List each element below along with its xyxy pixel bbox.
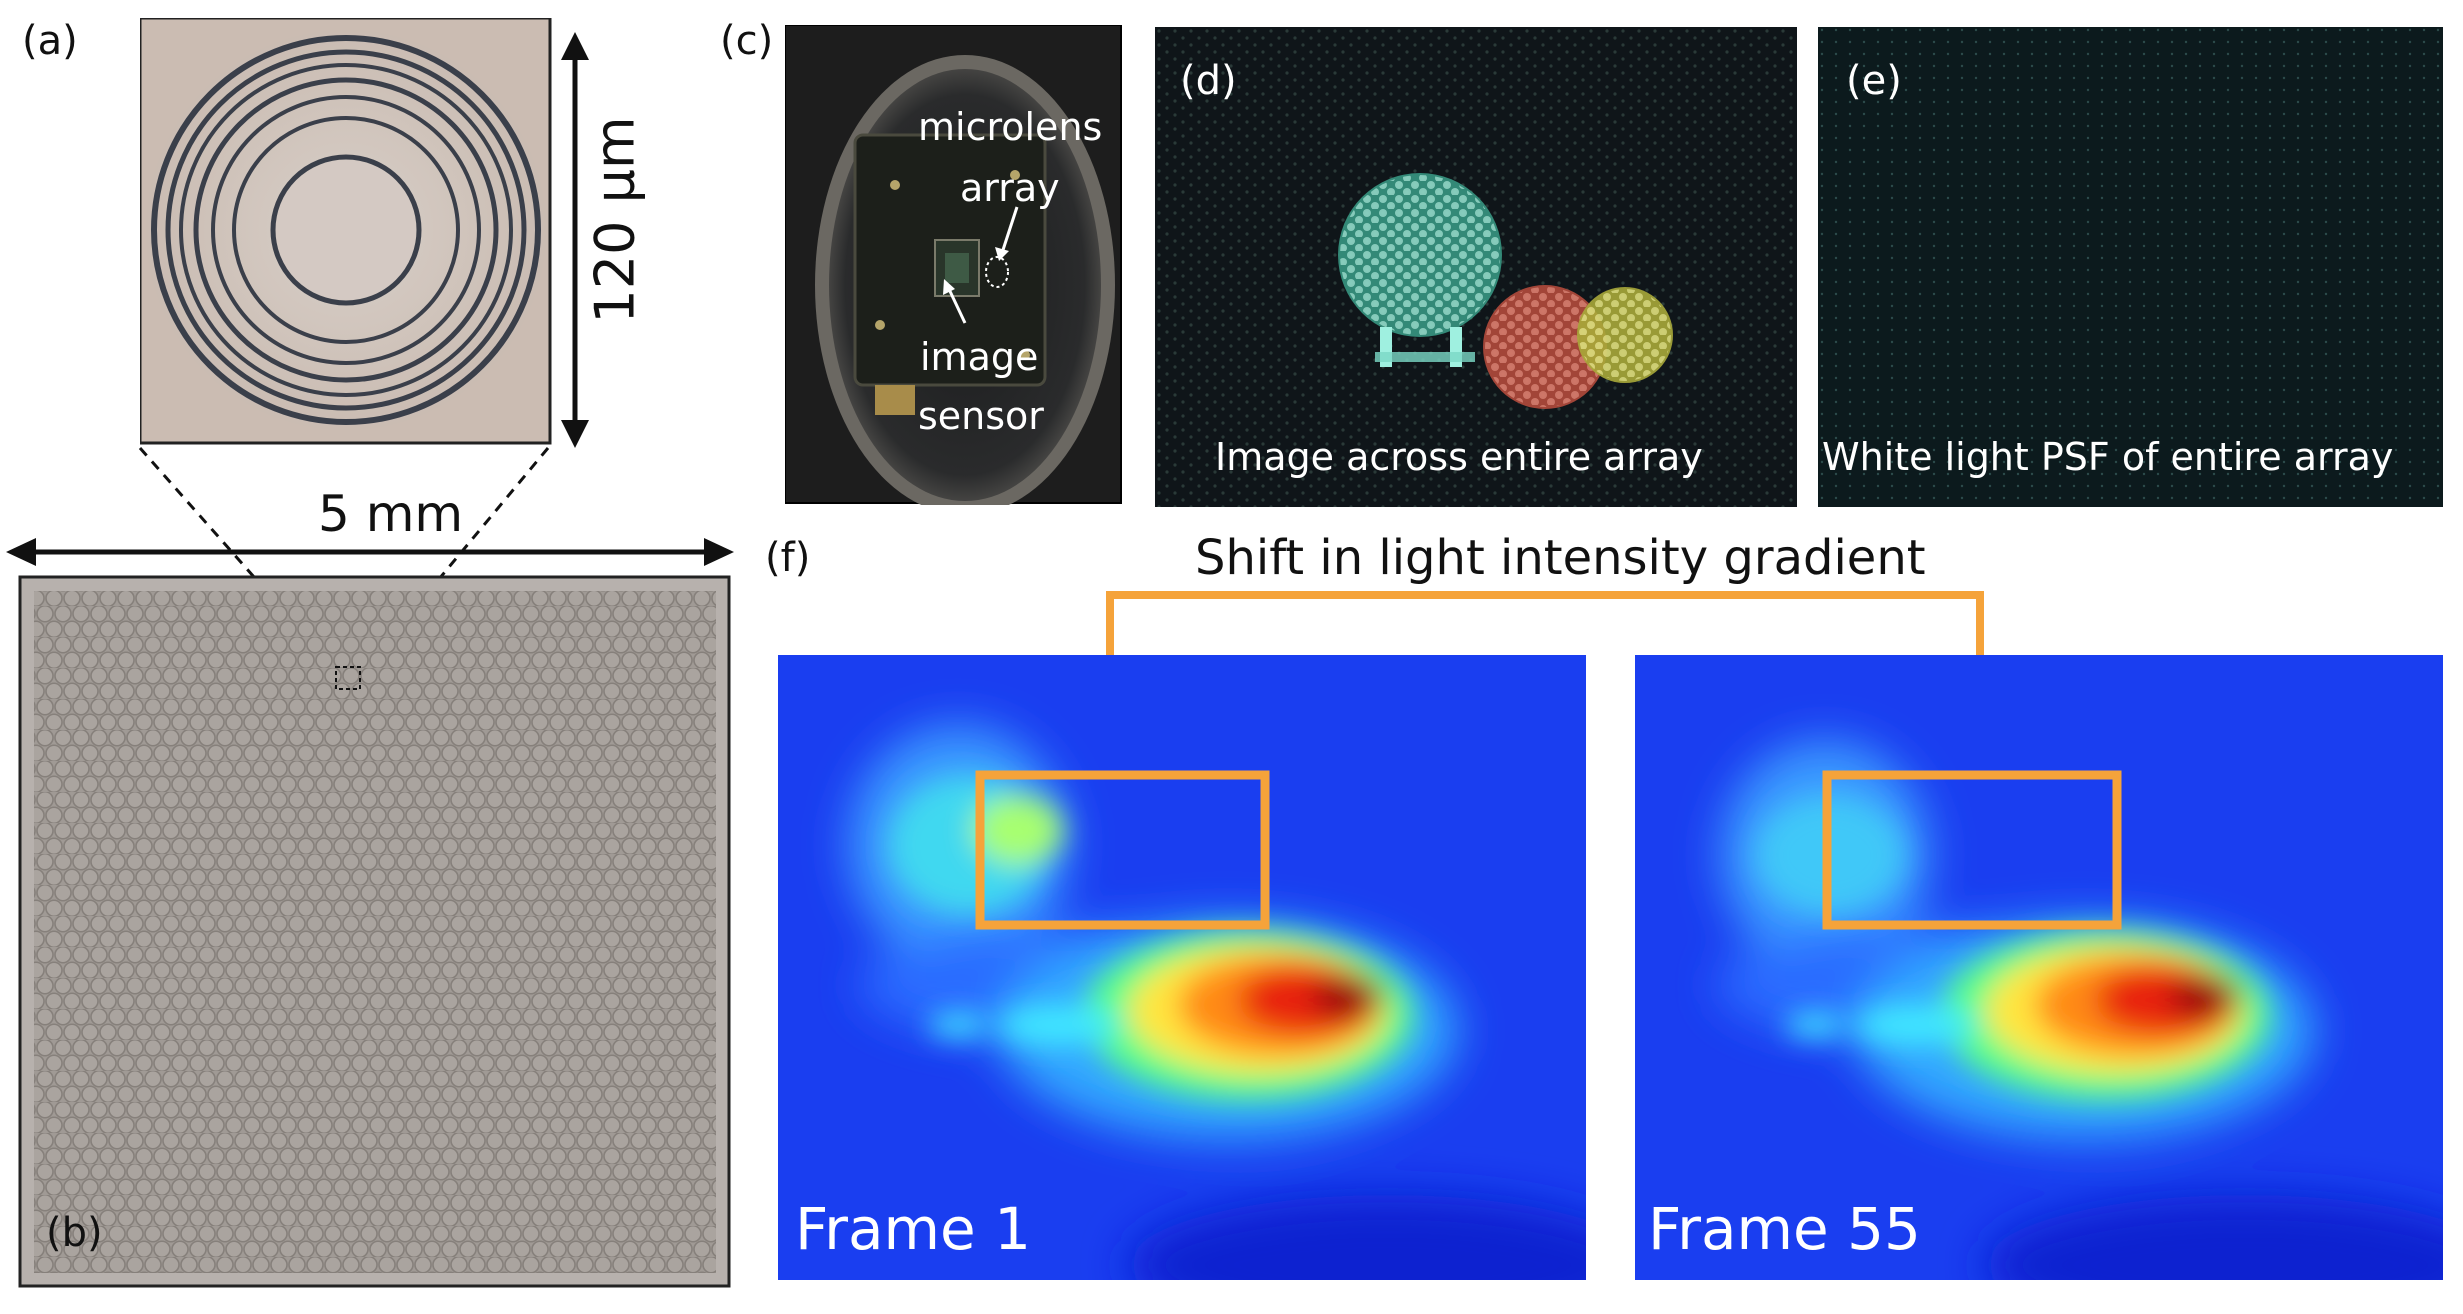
scale-5mm-text: 5 mm xyxy=(318,485,464,543)
array-image-panel xyxy=(1155,27,1797,507)
panel-a-label: (a) xyxy=(22,18,78,64)
camera-photo xyxy=(785,25,1122,505)
panel-d-label: (d) xyxy=(1180,58,1237,104)
panel-e-caption: White light PSF of entire array xyxy=(1822,435,2394,479)
microlens-callout-line1: microlens xyxy=(918,105,1103,149)
sensor-callout-line1: image xyxy=(920,335,1039,379)
microlens-callout-line2: array xyxy=(960,166,1060,210)
heatmap-frame-55 xyxy=(1635,655,2443,1280)
microlens-zoom-image xyxy=(140,18,552,445)
frame-1-label: Frame 1 xyxy=(795,1195,1032,1263)
shift-annotation: Shift in light intensity gradient xyxy=(1195,530,1926,586)
panel-f-label: (f) xyxy=(765,535,811,581)
panel-b-label: (b) xyxy=(46,1210,103,1256)
highlight-box-frame-1 xyxy=(975,770,1270,930)
panel-c-label: (c) xyxy=(720,18,774,64)
microlens-array-image xyxy=(18,575,731,1288)
sensor-callout-line2: sensor xyxy=(918,394,1044,438)
horizontal-scale-arrow xyxy=(6,538,734,566)
heatmap-frame-1 xyxy=(778,655,1586,1280)
psf-image-panel xyxy=(1818,27,2443,507)
highlight-box-frame-55 xyxy=(1822,770,2122,930)
frame-55-label: Frame 55 xyxy=(1648,1195,1921,1263)
panel-d-caption: Image across entire array xyxy=(1215,435,1703,479)
panel-e-label: (e) xyxy=(1846,58,1902,104)
vertical-scale-arrow xyxy=(561,32,589,448)
